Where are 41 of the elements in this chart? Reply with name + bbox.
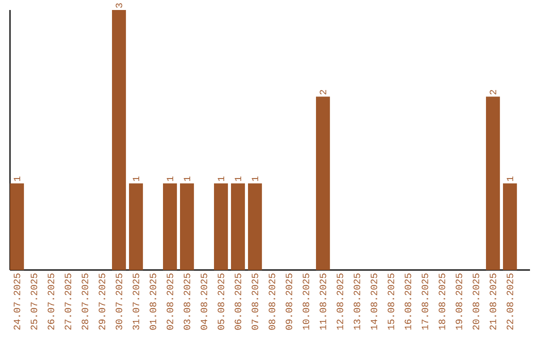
- x-tick-label: 26.07.2025: [48, 274, 54, 330]
- x-tick-label: 09.08.2025: [286, 274, 292, 330]
- x-tick-label: 18.08.2025: [438, 274, 446, 330]
- x-tick-label: 15.08.2025: [388, 274, 394, 330]
- data-label: 2: [490, 90, 496, 94]
- x-tick-label: 30.07.2025: [116, 274, 122, 330]
- x-tick-label: 11.08.2025: [320, 274, 326, 330]
- data-label: 1: [184, 176, 190, 182]
- data-label: 1: [506, 176, 514, 182]
- x-tick-label: 31.07.2025: [132, 274, 140, 330]
- x-tick-label: 02.08.2025: [166, 274, 174, 330]
- x-tick-label: 10.08.2025: [302, 274, 310, 330]
- x-tick-label: 05.08.2025: [218, 274, 224, 330]
- x-tick-label: 03.08.2025: [184, 274, 190, 330]
- x-tick-label: 22.08.2025: [506, 274, 514, 330]
- x-tick-label: 01.08.2025: [150, 274, 156, 330]
- x-tick-label: 13.08.2025: [354, 274, 360, 330]
- data-label: 1: [218, 176, 224, 182]
- x-tick-label: 19.08.2025: [456, 274, 462, 330]
- x-tick-label: 24.07.2025: [14, 274, 20, 330]
- data-label: 3: [116, 3, 122, 8]
- data-label: 1: [14, 176, 20, 182]
- data-label: 1: [234, 176, 242, 182]
- x-tick-label: 04.08.2025: [200, 274, 208, 330]
- x-tick-label: 28.07.2025: [82, 274, 88, 330]
- data-label: 1: [132, 176, 140, 182]
- x-tick-label: 20.08.2025: [472, 274, 480, 330]
- data-label: 2: [320, 90, 326, 94]
- x-tick-label: 27.07.2025: [64, 274, 72, 330]
- x-tick-label: 21.08.2025: [490, 274, 496, 330]
- x-tick-label: 12.08.2025: [336, 274, 344, 330]
- x-tick-label: 29.07.2025: [98, 274, 106, 330]
- x-tick-label: 14.08.2025: [370, 274, 378, 330]
- x-tick-label: 06.08.2025: [234, 274, 242, 330]
- x-tick-label: 08.08.2025: [268, 274, 276, 330]
- x-tick-label: 17.08.2025: [422, 274, 428, 330]
- x-tick-label: 16.08.2025: [404, 274, 412, 330]
- data-label: 1: [252, 176, 258, 182]
- x-tick-label: 25.07.2025: [30, 274, 38, 330]
- data-label: 1: [166, 176, 174, 182]
- x-tick-label: 07.08.2025: [252, 274, 258, 330]
